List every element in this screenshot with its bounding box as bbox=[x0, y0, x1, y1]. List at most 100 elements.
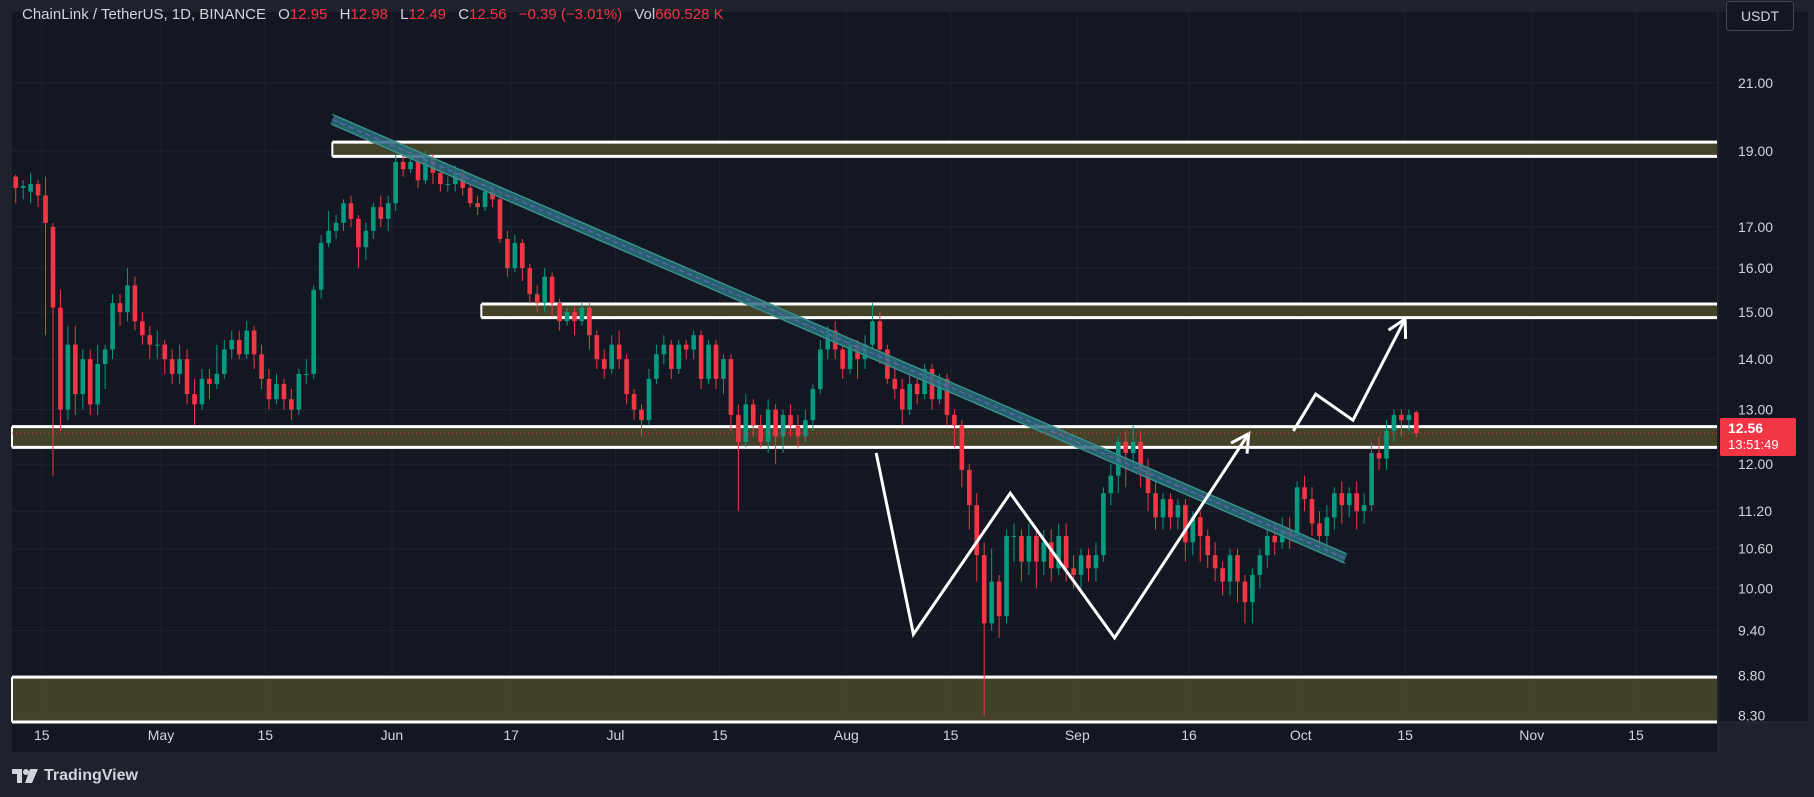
candle-body bbox=[564, 312, 570, 322]
candle-body bbox=[952, 414, 957, 426]
candle-body bbox=[668, 344, 674, 369]
candle-body bbox=[259, 354, 264, 379]
candle-body bbox=[974, 505, 980, 556]
candle-body bbox=[736, 414, 741, 442]
candle-body bbox=[378, 207, 384, 219]
time-tick-label: Aug bbox=[834, 727, 859, 743]
time-tick-label: Jun bbox=[381, 727, 404, 743]
candle-body bbox=[445, 184, 451, 186]
candle-body bbox=[780, 414, 786, 437]
candle-body bbox=[333, 222, 339, 231]
candle-body bbox=[966, 469, 972, 506]
legend-high-value: 12.98 bbox=[350, 6, 388, 23]
candle-body bbox=[341, 203, 346, 223]
legend-volume-key: Vol bbox=[634, 6, 656, 23]
candle-body bbox=[318, 243, 324, 290]
candle-body bbox=[1302, 487, 1307, 500]
candle-body bbox=[490, 191, 495, 200]
candle-body bbox=[989, 581, 994, 624]
candle-body bbox=[1399, 414, 1404, 421]
price-tick-label: 14.00 bbox=[1738, 351, 1773, 367]
trendline-lower-edge bbox=[332, 124, 1346, 564]
candle-body bbox=[1384, 430, 1389, 459]
candle-body bbox=[795, 425, 801, 437]
candle-body bbox=[899, 388, 905, 410]
candle-body bbox=[631, 394, 637, 410]
candle-body bbox=[184, 359, 190, 395]
candle-body bbox=[1056, 535, 1062, 569]
candle-body bbox=[274, 383, 279, 400]
time-tick-label: 16 bbox=[1181, 727, 1197, 743]
candle-body bbox=[1339, 493, 1345, 506]
candle-body bbox=[1369, 452, 1374, 506]
currency-button[interactable]: USDT bbox=[1726, 1, 1794, 31]
double-bottom-pattern-line bbox=[874, 432, 1250, 641]
candle-body bbox=[110, 303, 115, 350]
candle-body bbox=[601, 359, 607, 369]
price-tick-label: 15.00 bbox=[1738, 304, 1773, 320]
candle-body bbox=[527, 268, 533, 295]
candle-body bbox=[87, 359, 93, 405]
candle-body bbox=[13, 176, 19, 188]
candle-body bbox=[743, 404, 749, 442]
candle-body bbox=[505, 238, 510, 269]
tradingview-logo[interactable]: TradingView bbox=[12, 765, 138, 787]
candle-body bbox=[356, 218, 361, 248]
candle-body bbox=[1041, 542, 1047, 562]
time-tick-label: 15 bbox=[34, 727, 50, 743]
candle-body bbox=[385, 203, 391, 219]
candle-body bbox=[1324, 517, 1330, 536]
legend-low-value: 12.49 bbox=[408, 6, 447, 23]
candle-body bbox=[840, 349, 845, 369]
candle-body bbox=[1257, 555, 1263, 575]
price-tick-label: 11.20 bbox=[1738, 503, 1772, 519]
candle-body bbox=[683, 344, 689, 350]
time-tick-label: Nov bbox=[1519, 727, 1544, 743]
candle-body bbox=[363, 230, 369, 248]
candle-body bbox=[1108, 475, 1114, 494]
candle-body bbox=[147, 335, 153, 345]
candle-body bbox=[1361, 505, 1367, 512]
trendline-midline bbox=[332, 119, 1346, 559]
trendline-upper-edge bbox=[332, 114, 1346, 554]
candle-body bbox=[162, 344, 168, 360]
candle-body bbox=[222, 349, 227, 374]
candle-body bbox=[482, 191, 488, 208]
candle-body bbox=[750, 404, 756, 426]
time-scale bbox=[12, 722, 1718, 752]
pattern-arrow-head bbox=[1230, 431, 1251, 454]
candle-body bbox=[296, 373, 302, 410]
candle-body bbox=[728, 359, 734, 415]
candle-body bbox=[497, 199, 503, 239]
candle-body bbox=[996, 581, 1002, 617]
legend-close-value: 12.56 bbox=[469, 6, 507, 23]
legend-open-value: 12.95 bbox=[289, 6, 328, 23]
candle-body bbox=[415, 161, 421, 181]
candle-body bbox=[698, 335, 704, 379]
tradingview-logo-icon bbox=[12, 769, 38, 783]
price-tick-label: 12.00 bbox=[1738, 456, 1773, 472]
candle-body bbox=[303, 373, 309, 375]
sr-zone bbox=[12, 677, 1717, 722]
candle-body bbox=[1227, 555, 1233, 582]
candle-body bbox=[1190, 517, 1196, 543]
candle-body bbox=[1205, 535, 1210, 556]
symbol-title[interactable]: ChainLink / TetherUS, 1D, BINANCE bbox=[22, 6, 266, 23]
candle-body bbox=[207, 378, 212, 384]
candle-body bbox=[1220, 568, 1225, 582]
candle-body bbox=[1093, 555, 1099, 569]
candle-body bbox=[43, 195, 48, 223]
candle-body bbox=[1212, 555, 1218, 569]
candle-body bbox=[1004, 535, 1009, 617]
candle-body bbox=[95, 364, 100, 405]
candle-body bbox=[624, 359, 629, 395]
candle-body bbox=[199, 378, 205, 405]
candle-body bbox=[1011, 535, 1017, 537]
legend-open-key: O bbox=[278, 6, 290, 23]
candle-body bbox=[959, 425, 965, 470]
candle-body bbox=[475, 203, 480, 208]
candle-body bbox=[907, 383, 913, 410]
candle-body bbox=[393, 161, 398, 204]
